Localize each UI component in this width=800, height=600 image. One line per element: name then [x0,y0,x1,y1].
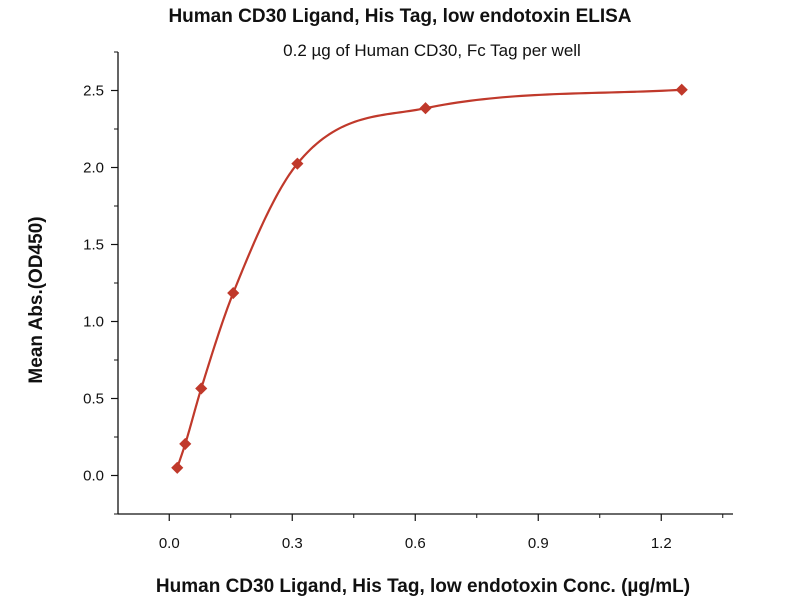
data-point-diamond [291,157,304,170]
chart-title: Human CD30 Ligand, His Tag, low endotoxi… [168,6,631,27]
y-axis-ticks: 0.0 0.5 1.0 1.5 2.0 2.5 [83,51,118,515]
fit-curve [176,88,682,469]
x-tick-label: 0.0 [159,535,180,552]
chart-subtitle: 0.2 µg of Human CD30, Fc Tag per well [283,41,581,60]
y-tick-label: 1.5 [83,237,104,254]
data-point-diamond [419,102,432,115]
y-tick-label: 2.5 [83,83,104,100]
y-tick-label: 2.0 [83,160,104,177]
x-axis-ticks: 0.0 0.3 0.6 0.9 1.2 [159,514,724,552]
axes [117,52,733,515]
y-tick-label: 0.0 [83,468,104,485]
y-tick-label: 1.0 [83,314,104,331]
data-point-diamond [195,382,208,395]
data-point-diamond [171,461,184,474]
x-tick-label: 1.2 [651,535,672,552]
data-points [171,83,688,474]
x-tick-label: 0.3 [282,535,303,552]
data-point-diamond [675,83,688,96]
data-point-diamond [179,437,192,450]
x-tick-label: 0.9 [528,535,549,552]
x-axis-label: Human CD30 Ligand, His Tag, low endotoxi… [156,576,690,597]
y-axis-label: Mean Abs.(OD450) [26,216,47,383]
x-tick-label: 0.6 [405,535,426,552]
data-point-diamond [227,286,240,300]
y-tick-label: 0.5 [83,391,104,408]
